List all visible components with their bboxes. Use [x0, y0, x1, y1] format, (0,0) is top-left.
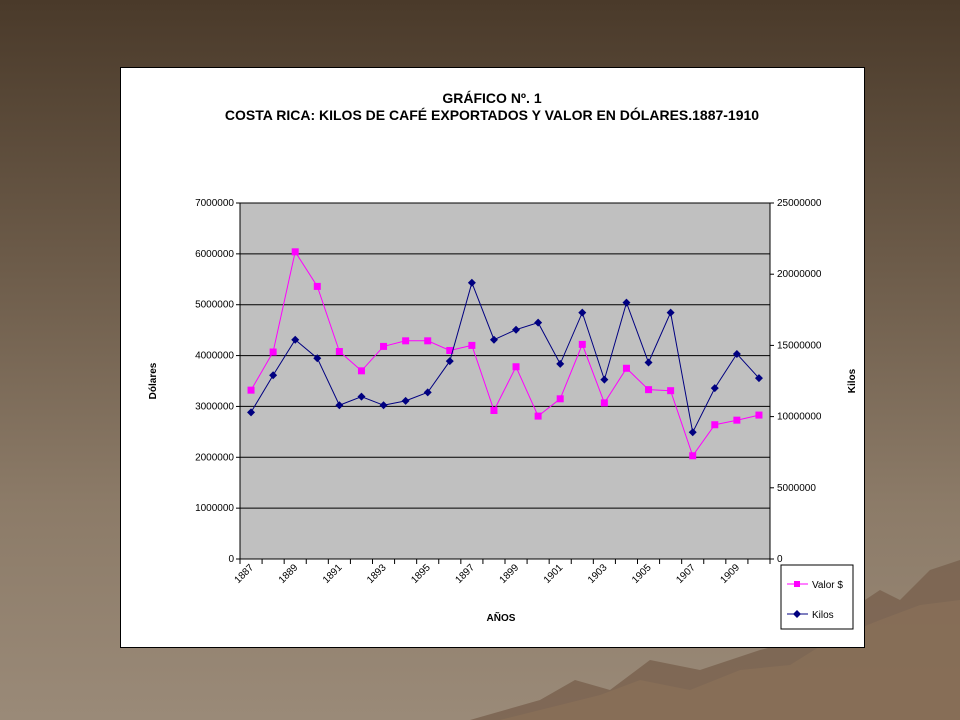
data-point-valor — [711, 421, 719, 429]
data-point-kilos — [710, 384, 719, 393]
data-point-kilos — [379, 401, 388, 410]
data-point-kilos — [600, 375, 609, 384]
data-point-kilos — [644, 358, 653, 367]
y-tick-label: 6000000 — [195, 249, 234, 260]
legend-box — [780, 564, 854, 630]
data-point-kilos — [732, 349, 741, 358]
y-axis-left: 0 1000000 2000000 3000000 4000000 5000000 6000… — [195, 198, 241, 565]
data-point-valor — [335, 348, 343, 356]
x-tick-label: 1901 — [542, 562, 566, 586]
plot-area — [239, 202, 771, 560]
data-point-kilos — [489, 335, 498, 344]
data-point-valor — [402, 337, 410, 345]
data-point-kilos — [666, 308, 675, 317]
legend-label-valor: Valor $ — [812, 580, 843, 591]
data-point-kilos — [534, 318, 543, 327]
data-point-kilos — [247, 408, 256, 417]
legend-label-kilos: Kilos — [812, 610, 834, 621]
series-line-kilos — [250, 281, 760, 434]
x-tick-label: 1899 — [498, 562, 522, 586]
y2-tick-label: 5000000 — [777, 483, 816, 494]
chart-panel: GRÁFICO Nº. 1 COSTA RICA: KILOS DE CAFÉ … — [120, 67, 865, 648]
data-point-valor — [755, 411, 763, 419]
line-chart: GRÁFICO Nº. 1 COSTA RICA: KILOS DE CAFÉ … — [148, 90, 858, 630]
data-point-kilos — [269, 371, 278, 380]
data-point-valor — [534, 412, 542, 420]
data-point-valor — [313, 282, 321, 290]
data-point-kilos — [313, 354, 322, 363]
x-tick-label: 1907 — [674, 562, 698, 586]
data-point-kilos — [357, 392, 366, 401]
y-tick-label: 3000000 — [195, 401, 234, 412]
data-point-kilos — [578, 308, 587, 317]
data-point-valor — [446, 346, 454, 354]
y-axis-right: 0 5000000 10000000 15000000 20000000 25000000 — [769, 198, 822, 565]
data-point-kilos — [445, 357, 454, 366]
y-tick-label: 5000000 — [195, 300, 234, 311]
data-point-kilos — [291, 335, 300, 344]
y2-tick-label: 20000000 — [777, 269, 822, 280]
data-point-valor — [600, 399, 608, 407]
data-point-valor — [291, 248, 299, 256]
legend-marker-kilos — [793, 610, 801, 618]
data-point-kilos — [754, 374, 763, 383]
y-axis-title: Dólares — [148, 362, 159, 399]
x-tick-label: 1903 — [586, 562, 610, 586]
data-point-valor — [490, 406, 498, 414]
y2-tick-label: 0 — [777, 554, 783, 565]
y-tick-label: 7000000 — [195, 198, 234, 209]
legend: Valor $ Kilos — [780, 564, 854, 630]
data-point-valor — [357, 367, 365, 375]
y2-tick-label: 15000000 — [777, 340, 822, 351]
data-point-kilos — [622, 298, 631, 307]
data-point-kilos — [512, 325, 521, 334]
x-tick-label: 1889 — [277, 562, 301, 586]
data-point-valor — [512, 363, 520, 371]
data-point-valor — [667, 387, 675, 395]
data-point-kilos — [556, 359, 565, 368]
y2-axis-title: Kilos — [847, 368, 858, 393]
data-point-valor — [733, 416, 741, 424]
x-axis: 1887 1889 1891 1893 1895 1897 1899 1901 1903 1905… — [233, 558, 771, 586]
x-tick-label: 1893 — [365, 562, 389, 586]
data-point-valor — [645, 386, 653, 394]
data-point-valor — [269, 348, 277, 356]
chart-title: GRÁFICO Nº. 1 — [442, 90, 541, 106]
series-line-valor — [250, 250, 760, 457]
data-point-kilos — [688, 428, 697, 437]
x-tick-label: 1887 — [233, 562, 257, 586]
data-point-valor — [468, 341, 476, 349]
x-tick-label: 1905 — [630, 562, 654, 586]
y-tick-label: 0 — [228, 554, 234, 565]
y-tick-label: 4000000 — [195, 351, 234, 362]
data-point-kilos — [401, 396, 410, 405]
x-tick-label: 1897 — [453, 562, 477, 586]
data-point-valor — [556, 395, 564, 403]
x-axis-title: AÑOS — [487, 611, 516, 624]
x-tick-label: 1909 — [718, 562, 742, 586]
y2-tick-label: 25000000 — [777, 198, 822, 209]
x-tick-label: 1891 — [321, 562, 345, 586]
data-point-valor — [689, 452, 697, 460]
data-point-valor — [578, 340, 586, 348]
data-point-kilos — [467, 278, 476, 287]
data-point-kilos — [423, 388, 432, 397]
legend-marker-valor — [794, 581, 800, 587]
y-tick-label: 2000000 — [195, 452, 234, 463]
data-point-valor — [622, 364, 630, 372]
series-layer — [247, 248, 763, 460]
data-point-valor — [247, 386, 255, 394]
y-tick-label: 1000000 — [195, 503, 234, 514]
chart-subtitle: COSTA RICA: KILOS DE CAFÉ EXPORTADOS Y V… — [225, 106, 759, 123]
data-point-valor — [380, 342, 388, 350]
y2-tick-label: 10000000 — [777, 412, 822, 423]
data-point-kilos — [335, 401, 344, 410]
data-point-valor — [424, 337, 432, 345]
gridlines — [240, 202, 770, 509]
x-tick-label: 1895 — [409, 562, 433, 586]
